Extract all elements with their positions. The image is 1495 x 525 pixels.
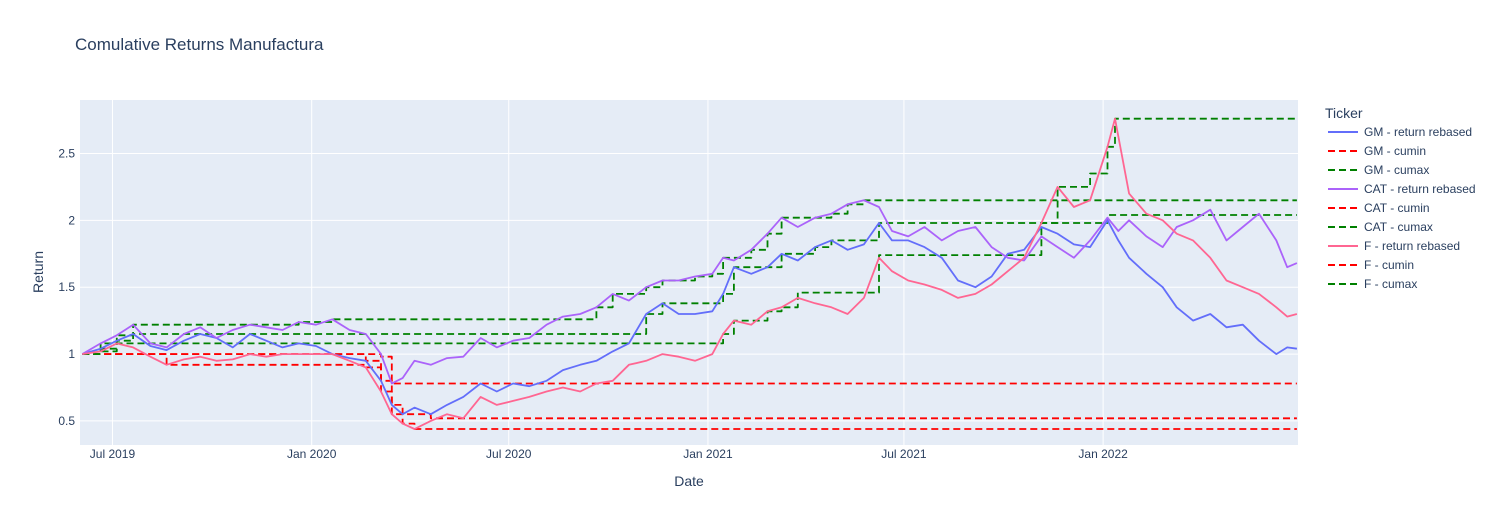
x-tick-label: Jan 2020 (287, 447, 337, 461)
x-tick-label: Jan 2022 (1078, 447, 1128, 461)
legend-item-label[interactable]: CAT - cumin (1364, 201, 1430, 215)
series-line-2 (82, 214, 1297, 355)
legend-item-label[interactable]: GM - cumin (1364, 144, 1426, 158)
y-tick-label: 0.5 (58, 414, 75, 428)
x-axis-ticks: Jul 2019 Jan 2020 Jul 2020 Jan 2021 Jul 2021… (90, 447, 1128, 461)
x-tick-label: Jul 2021 (881, 447, 927, 461)
legend-item-label[interactable]: CAT - cumax (1364, 220, 1433, 234)
legend-item-label[interactable]: F - cumin (1364, 258, 1414, 272)
x-tick-label: Jul 2019 (90, 447, 136, 461)
series-layer (81, 117, 1298, 430)
y-tick-label: 2 (68, 213, 75, 227)
y-tick-label: 2.5 (58, 146, 75, 160)
legend-item-label[interactable]: CAT - return rebased (1364, 182, 1476, 196)
y-axis-ticks: 0.5 1 1.5 2 2.5 (58, 146, 75, 427)
x-tick-label: Jan 2021 (683, 447, 733, 461)
y-tick-label: 1 (68, 347, 75, 361)
legend-item-label[interactable]: GM - cumax (1364, 163, 1429, 177)
series-line-6 (82, 117, 1298, 430)
x-axis-title: Date (674, 473, 704, 489)
plot-background (80, 100, 1298, 445)
chart-title: Comulative Returns Manufactura (75, 35, 324, 54)
legend: Ticker GM - return rebased GM - cumin GM -… (1325, 105, 1476, 291)
legend-title: Ticker (1325, 105, 1363, 121)
x-tick-label: Jul 2020 (486, 447, 532, 461)
y-tick-label: 1.5 (58, 280, 75, 294)
legend-item-label[interactable]: F - return rebased (1364, 239, 1460, 253)
series-line-3 (81, 199, 1298, 385)
legend-item-label[interactable]: F - cumax (1364, 277, 1417, 291)
legend-item-label[interactable]: GM - return rebased (1364, 125, 1472, 139)
y-axis-title: Return (30, 251, 46, 293)
series-line-0 (81, 219, 1298, 416)
